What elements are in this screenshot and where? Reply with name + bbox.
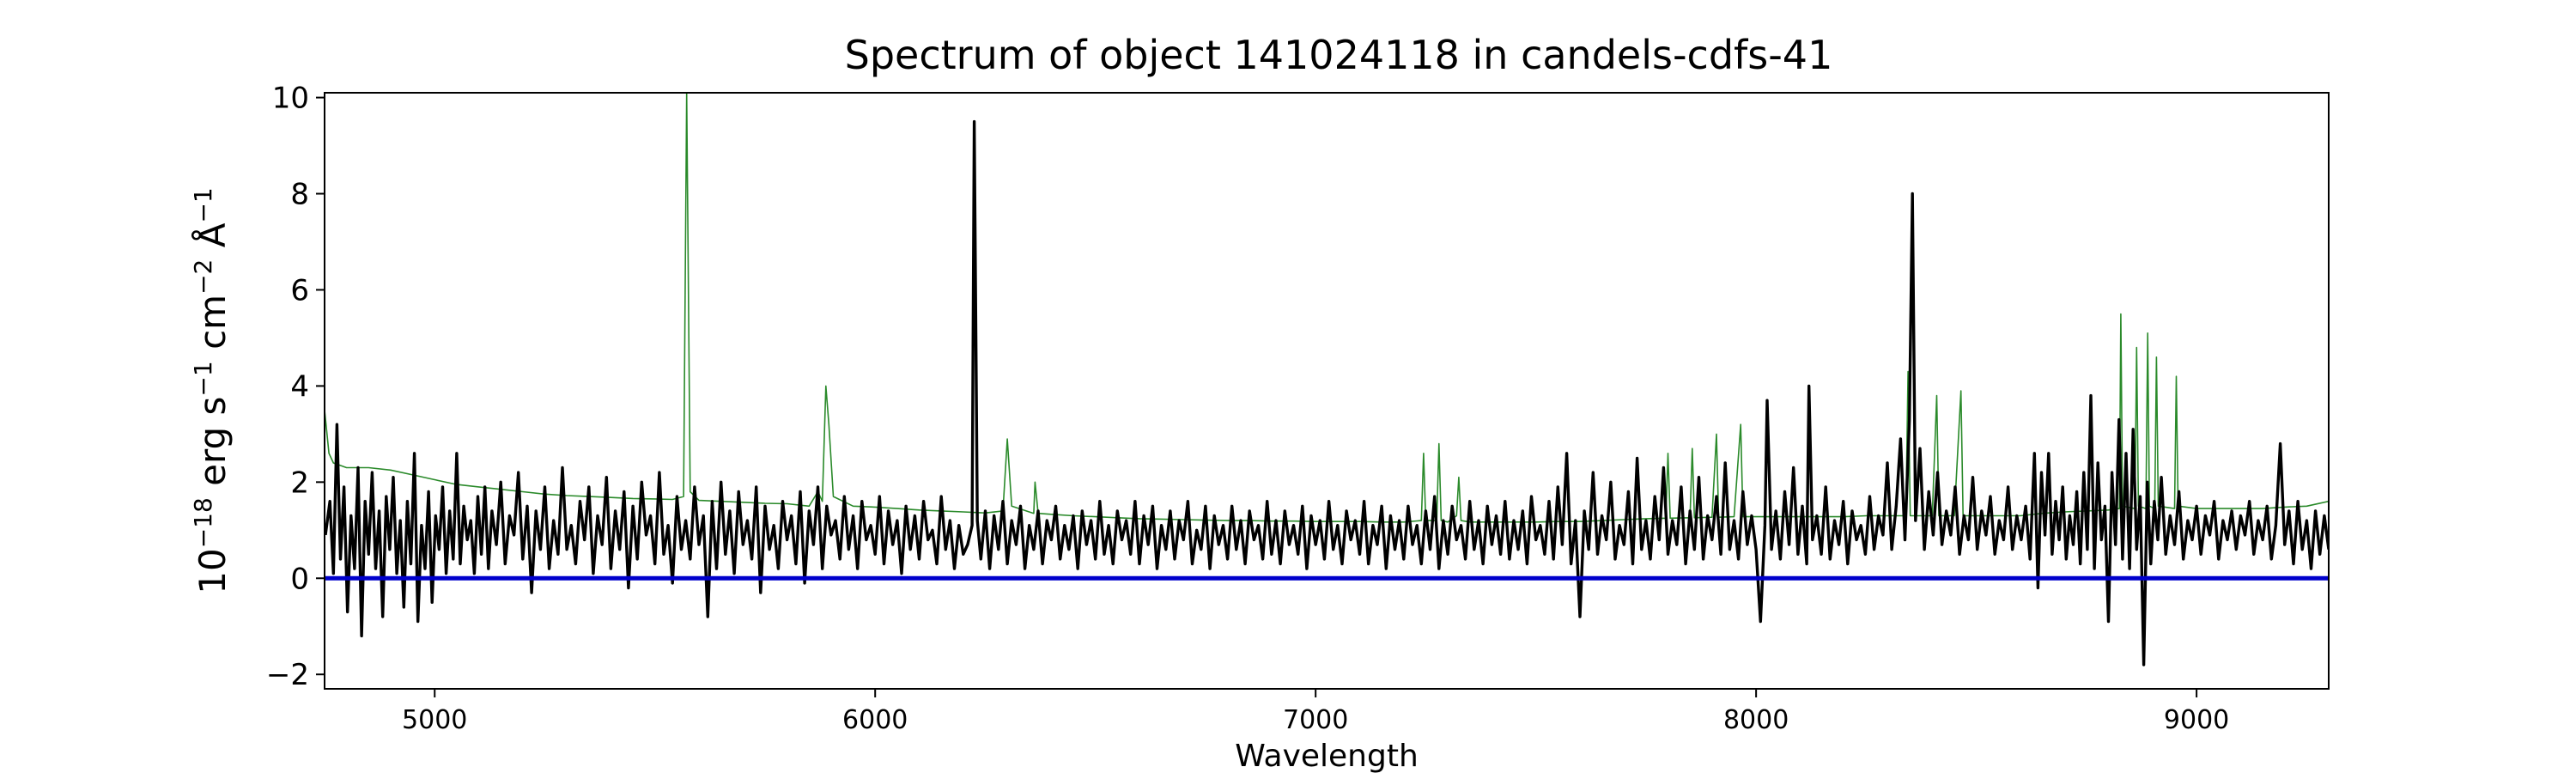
y-tick-label: 8 (290, 178, 309, 212)
x-tick-label: 7000 (1283, 705, 1348, 735)
y-tick-label: 2 (290, 466, 309, 500)
y-tick-label: 6 (290, 273, 309, 307)
x-tick-label: 8000 (1723, 705, 1789, 735)
y-tick-label: 4 (290, 369, 309, 404)
y-axis-label-exp-main: −18 (189, 497, 217, 548)
series-layer (325, 93, 2329, 666)
y-axis-label-erg: erg s (191, 397, 234, 498)
x-axis-label: Wavelength (1235, 739, 1419, 773)
x-tick-label: 6000 (842, 705, 908, 735)
x-axis: 5000 6000 7000 8000 9000 (402, 689, 2229, 735)
flux-series-line (325, 119, 2329, 666)
y-tick-label: −2 (266, 658, 309, 692)
y-axis-label-exp-cm: −2 (189, 259, 217, 295)
y-axis-label-exp-s: −1 (189, 361, 217, 396)
plot-area (324, 92, 2330, 690)
plot-frame (324, 92, 2330, 690)
y-tick-label: 10 (272, 82, 309, 116)
x-tick-label: 9000 (2164, 705, 2229, 735)
y-axis-label-angstrom: Å (191, 222, 234, 259)
y-tick-label: 0 (290, 562, 309, 596)
y-axis-label: 10−18 erg s−1 cm−2 Å−1 (189, 187, 234, 593)
y-axis-label-exp-a: −1 (189, 187, 217, 222)
y-axis-label-cm: cm (191, 295, 234, 361)
y-axis: −2 0 2 4 6 8 10 (266, 82, 325, 692)
x-tick-label: 5000 (402, 705, 467, 735)
y-axis-label-base: 10 (191, 548, 234, 593)
chart-title: Spectrum of object 141024118 in candels-… (845, 32, 1833, 78)
